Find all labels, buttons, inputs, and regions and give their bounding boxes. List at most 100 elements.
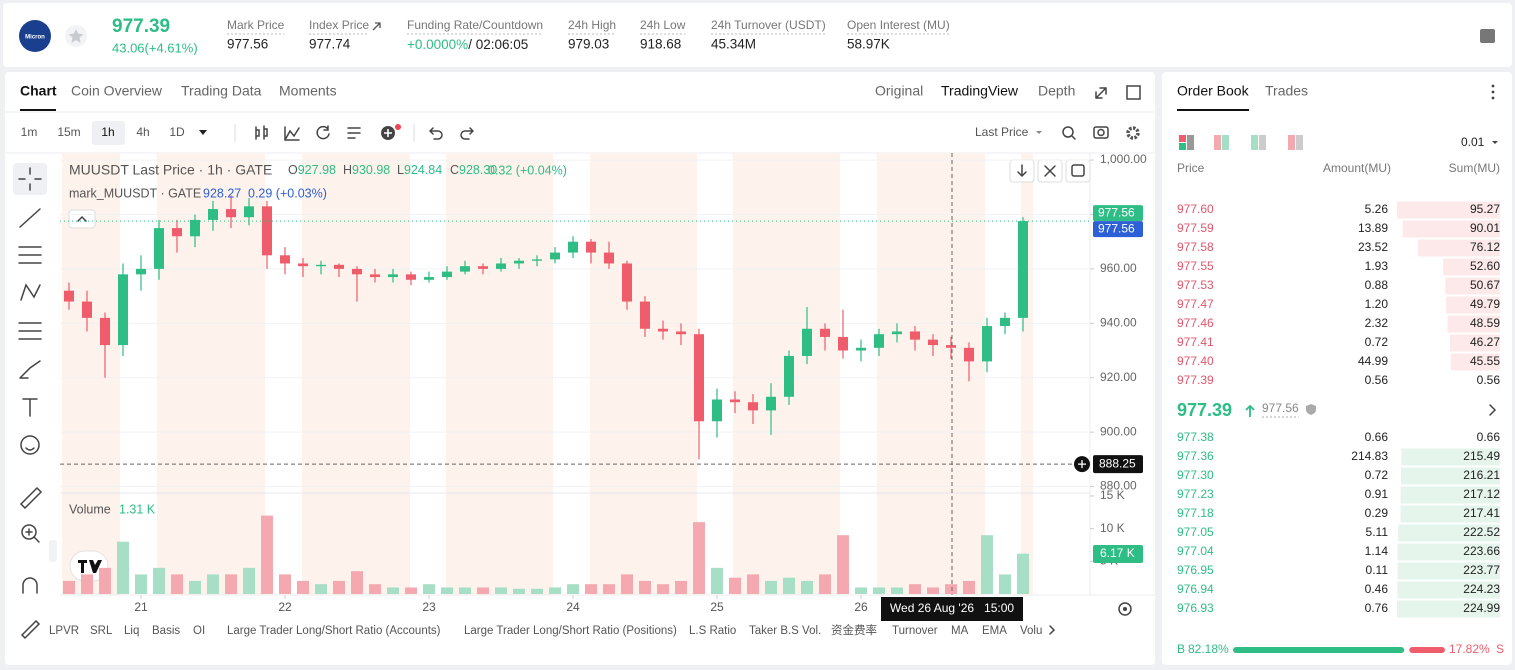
view-tab[interactable]: TradingView: [941, 83, 1019, 99]
lock-tool[interactable]: [20, 619, 41, 640]
volume-bar: [675, 580, 687, 594]
indicator-tab[interactable]: Basis: [152, 625, 180, 637]
volume-tick-label: 15 K: [1100, 488, 1125, 502]
settings-icon[interactable]: [1126, 126, 1140, 140]
interval[interactable]: 1D: [169, 125, 185, 139]
indicator-tab[interactable]: Taker B.S Vol.: [749, 625, 821, 637]
indicator-tab[interactable]: Large Trader Long/Short Ratio (Accounts): [227, 625, 441, 637]
book-price: 977.30: [1177, 468, 1214, 482]
volume-bar: [963, 580, 975, 594]
indicator-tab[interactable]: SRL: [90, 625, 113, 637]
window-icon[interactable]: [1126, 85, 1141, 100]
candle-body: [550, 252, 560, 260]
crosshair-price-box: [1093, 455, 1143, 474]
book-tick[interactable]: 0.01: [1461, 135, 1485, 149]
chart-title: MUUSDT Last Price · 1h · GATE: [69, 162, 272, 178]
magnet-tool[interactable]: [22, 577, 38, 594]
buy-ratio-bar: [1233, 647, 1405, 653]
zoom-tool[interactable]: [21, 524, 37, 540]
indicator-tab[interactable]: Volu: [1020, 625, 1042, 637]
source-caret[interactable]: [1036, 131, 1042, 134]
stat-value-part: +0.0000%: [407, 37, 468, 52]
text-tool[interactable]: [22, 398, 38, 417]
coin-logo: [19, 20, 51, 52]
candle-body: [406, 274, 416, 280]
interval[interactable]: 1h: [101, 125, 114, 139]
tick-caret[interactable]: [1492, 141, 1498, 144]
compare-icon[interactable]: [316, 125, 330, 140]
indicator-tab[interactable]: 资金费率: [831, 623, 877, 637]
book-sum: 76.12: [1470, 240, 1500, 254]
interval-caret[interactable]: [199, 130, 207, 135]
volume-bar: [207, 574, 219, 594]
book-tab[interactable]: Order Book: [1177, 83, 1250, 99]
book-tab[interactable]: Trades: [1265, 83, 1308, 99]
book-sum: 224.99: [1463, 601, 1500, 615]
indicator-tab[interactable]: L.S Ratio: [689, 625, 736, 637]
chart-tab[interactable]: Trading Data: [181, 83, 262, 99]
price-source[interactable]: Last Price: [975, 125, 1029, 139]
indicator-tab[interactable]: MA: [951, 625, 969, 637]
emoji-tool[interactable]: [20, 435, 40, 455]
collapse-handle[interactable]: [49, 540, 57, 562]
candle-body: [964, 347, 974, 362]
indicator-tab[interactable]: Turnover: [892, 625, 938, 637]
view-tab[interactable]: Original: [875, 83, 923, 99]
candle-body: [208, 209, 218, 220]
templates-icon[interactable]: [347, 127, 361, 139]
collapse-legend-button[interactable]: [68, 209, 96, 229]
chart-tab[interactable]: Coin Overview: [71, 83, 163, 99]
interval[interactable]: 4h: [136, 125, 149, 139]
undo-icon[interactable]: [429, 127, 443, 140]
book-amount: 13.89: [1358, 221, 1388, 235]
volume-marker: [1093, 545, 1143, 563]
indicator-scroll[interactable]: [1049, 625, 1056, 635]
measure-tool[interactable]: [19, 486, 43, 510]
crosshair-tool[interactable]: [18, 167, 42, 191]
candle-body: [424, 277, 434, 280]
book-view-icons[interactable]: [1179, 135, 1303, 150]
volume-bar: [657, 584, 669, 594]
chart-tab[interactable]: Chart: [20, 83, 57, 99]
book-amount: 0.29: [1365, 506, 1389, 520]
search-icon[interactable]: [1062, 126, 1074, 138]
interval[interactable]: 15m: [57, 125, 80, 139]
sell-ratio-bar: [1409, 647, 1445, 653]
fullscreen-icon[interactable]: [1095, 87, 1107, 99]
candle-type-icon[interactable]: [255, 125, 268, 140]
fib-tool[interactable]: [18, 246, 42, 264]
indicator-tab[interactable]: EMA: [982, 625, 1007, 637]
volume-bar: [441, 587, 453, 594]
mid-chevron[interactable]: [1489, 404, 1497, 416]
notes-icon[interactable]: [1480, 29, 1495, 43]
projection-tool[interactable]: [18, 322, 42, 340]
camera-icon[interactable]: [1093, 126, 1109, 139]
trendline-tool[interactable]: [19, 208, 41, 228]
reset-scale-icon[interactable]: [1118, 602, 1132, 616]
volume-bar: [621, 574, 633, 594]
indicator-tab[interactable]: LPVR: [49, 625, 79, 637]
candle-body: [586, 241, 596, 253]
volume-bar: [117, 541, 129, 594]
interval[interactable]: 1m: [21, 125, 38, 139]
candle-body: [856, 347, 866, 351]
depth-bar: [1398, 524, 1500, 542]
pattern-tool[interactable]: [20, 283, 41, 301]
depth-bar: [1397, 562, 1500, 580]
indicator-tab[interactable]: Liq: [124, 625, 139, 637]
volume-bar: [135, 574, 147, 594]
pane-maximize-button[interactable]: [1065, 159, 1091, 183]
book-amount: 0.72: [1365, 468, 1389, 482]
book-amount: 0.88: [1365, 278, 1389, 292]
stat-value: +0.0000%/ 02:06:05: [407, 37, 528, 52]
session-bands: [62, 153, 1033, 595]
chart-tab[interactable]: Moments: [279, 83, 337, 99]
more-dot[interactable]: [1491, 84, 1495, 88]
candle-body: [532, 259, 542, 261]
redo-icon[interactable]: [460, 127, 474, 140]
brush-tool[interactable]: [19, 360, 41, 379]
indicator-tab[interactable]: Large Trader Long/Short Ratio (Positions…: [464, 625, 677, 637]
view-tab[interactable]: Depth: [1038, 83, 1075, 99]
indicators-icon[interactable]: [284, 126, 300, 141]
indicator-tab[interactable]: OI: [193, 625, 205, 637]
